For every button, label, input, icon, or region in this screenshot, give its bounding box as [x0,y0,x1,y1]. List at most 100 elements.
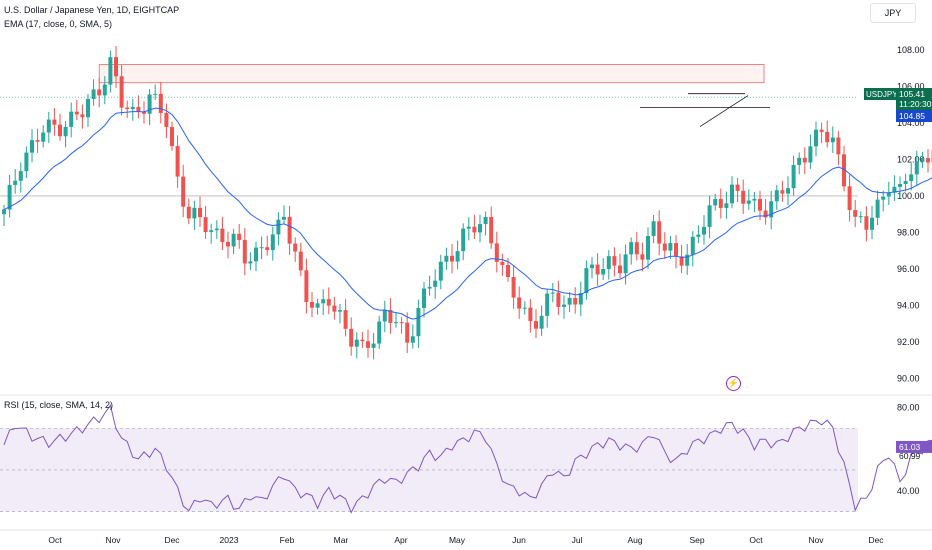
candle-body [248,261,253,264]
candle-body [483,217,488,225]
candle-body [511,276,516,298]
candle-body [662,243,667,251]
candle-body [707,205,712,227]
candle-body [410,336,415,343]
candle-body [842,154,846,187]
candle-body [125,107,130,109]
candle-body [86,98,90,118]
candle-body [259,247,264,249]
resistance-zone [98,64,765,84]
rsi-line [3,404,932,514]
candle-body [2,209,6,215]
candle-body [830,137,835,143]
candle-body [46,119,51,133]
candle-body [52,119,57,125]
symbol-badge [864,88,896,100]
candle-body [640,254,645,260]
candle-body [444,255,449,262]
candle-body [808,146,813,163]
ema-legend[interactable]: EMA (17, close, 0, SMA, 5) [4,19,113,29]
candle-body [438,261,443,281]
price-badge [896,88,932,110]
candle-body [203,217,208,232]
candle-body [814,129,818,147]
candle-body [175,146,180,177]
candle-body [489,217,494,244]
price-tick-label: 90.00 [897,373,920,383]
candle-body [41,132,46,142]
candle-body [629,242,634,255]
price-tick-label: 106.00 [897,81,925,91]
time-tick-label: 2023 [220,535,239,545]
rsi-tick-label: 40.00 [897,486,920,496]
candle-body [142,111,146,114]
time-tick-label: Nov [808,535,824,545]
candle-body [242,239,247,264]
candle-body [685,254,690,266]
candle-body [618,265,622,274]
candle-body [858,216,863,218]
candle-body [422,288,426,308]
candle-body [718,198,723,208]
candle-body [825,131,830,143]
candle-body [237,233,242,240]
candle-body [254,247,258,262]
level-badge [896,110,932,122]
price-tick-label: 94.00 [897,300,920,310]
candle-body [366,341,370,348]
currency-button[interactable]: JPY [870,3,916,23]
candle-body [63,126,68,137]
candle-body [534,321,538,329]
candle-body [310,301,314,308]
rsi-level-label: 60.99 [899,451,921,461]
candle-body [836,137,841,155]
ema-line [3,107,932,320]
candle-body [427,286,432,289]
candle-body [668,243,673,251]
candle-body [730,184,734,204]
candle-body [7,184,12,210]
time-tick-label: May [449,535,466,545]
candle-body [797,157,802,165]
candle-body [892,186,897,193]
candle-body [338,310,342,312]
candle-body [567,298,572,305]
candle-body [382,309,387,322]
candle-body [870,217,874,230]
candle-body [315,303,320,308]
rsi-badge [896,440,932,453]
candle-body [746,200,751,204]
candle-body [606,256,611,269]
candle-body [226,241,230,247]
candle-body [914,161,919,175]
rsi-legend[interactable]: RSI (15, close, SMA, 14, 2) [4,400,114,410]
rsi-badge-value: 61.03 [899,442,921,452]
candle-body [80,114,85,118]
candle-body [819,129,824,132]
candle-body [69,111,74,127]
candle-body [478,224,482,233]
candle-body [209,230,214,232]
flash-icon[interactable]: ⚡ [726,376,741,391]
candle-body [186,206,191,219]
candle-body [433,280,438,287]
candle-body [231,233,236,247]
candle-body [91,89,96,99]
candle-body [192,207,197,219]
candle-body [326,299,331,306]
candle-body [455,251,460,262]
time-tick-label: Apr [394,535,407,545]
candle-body [108,57,113,85]
symbol-badge-label: USDJPY [866,90,898,99]
candle-body [926,158,930,163]
candle-body [506,264,510,277]
level-badge-value: 104.85 [899,111,925,121]
symbol-legend[interactable]: U.S. Dollar / Japanese Yen, 1D, EIGHTCAP [4,5,180,15]
candle-body [769,201,774,218]
candle-body [634,242,639,255]
candle-body [24,152,29,172]
candle-body [763,210,768,218]
time-tick-label: Jun [512,535,526,545]
time-tick-label: Mar [334,535,349,545]
